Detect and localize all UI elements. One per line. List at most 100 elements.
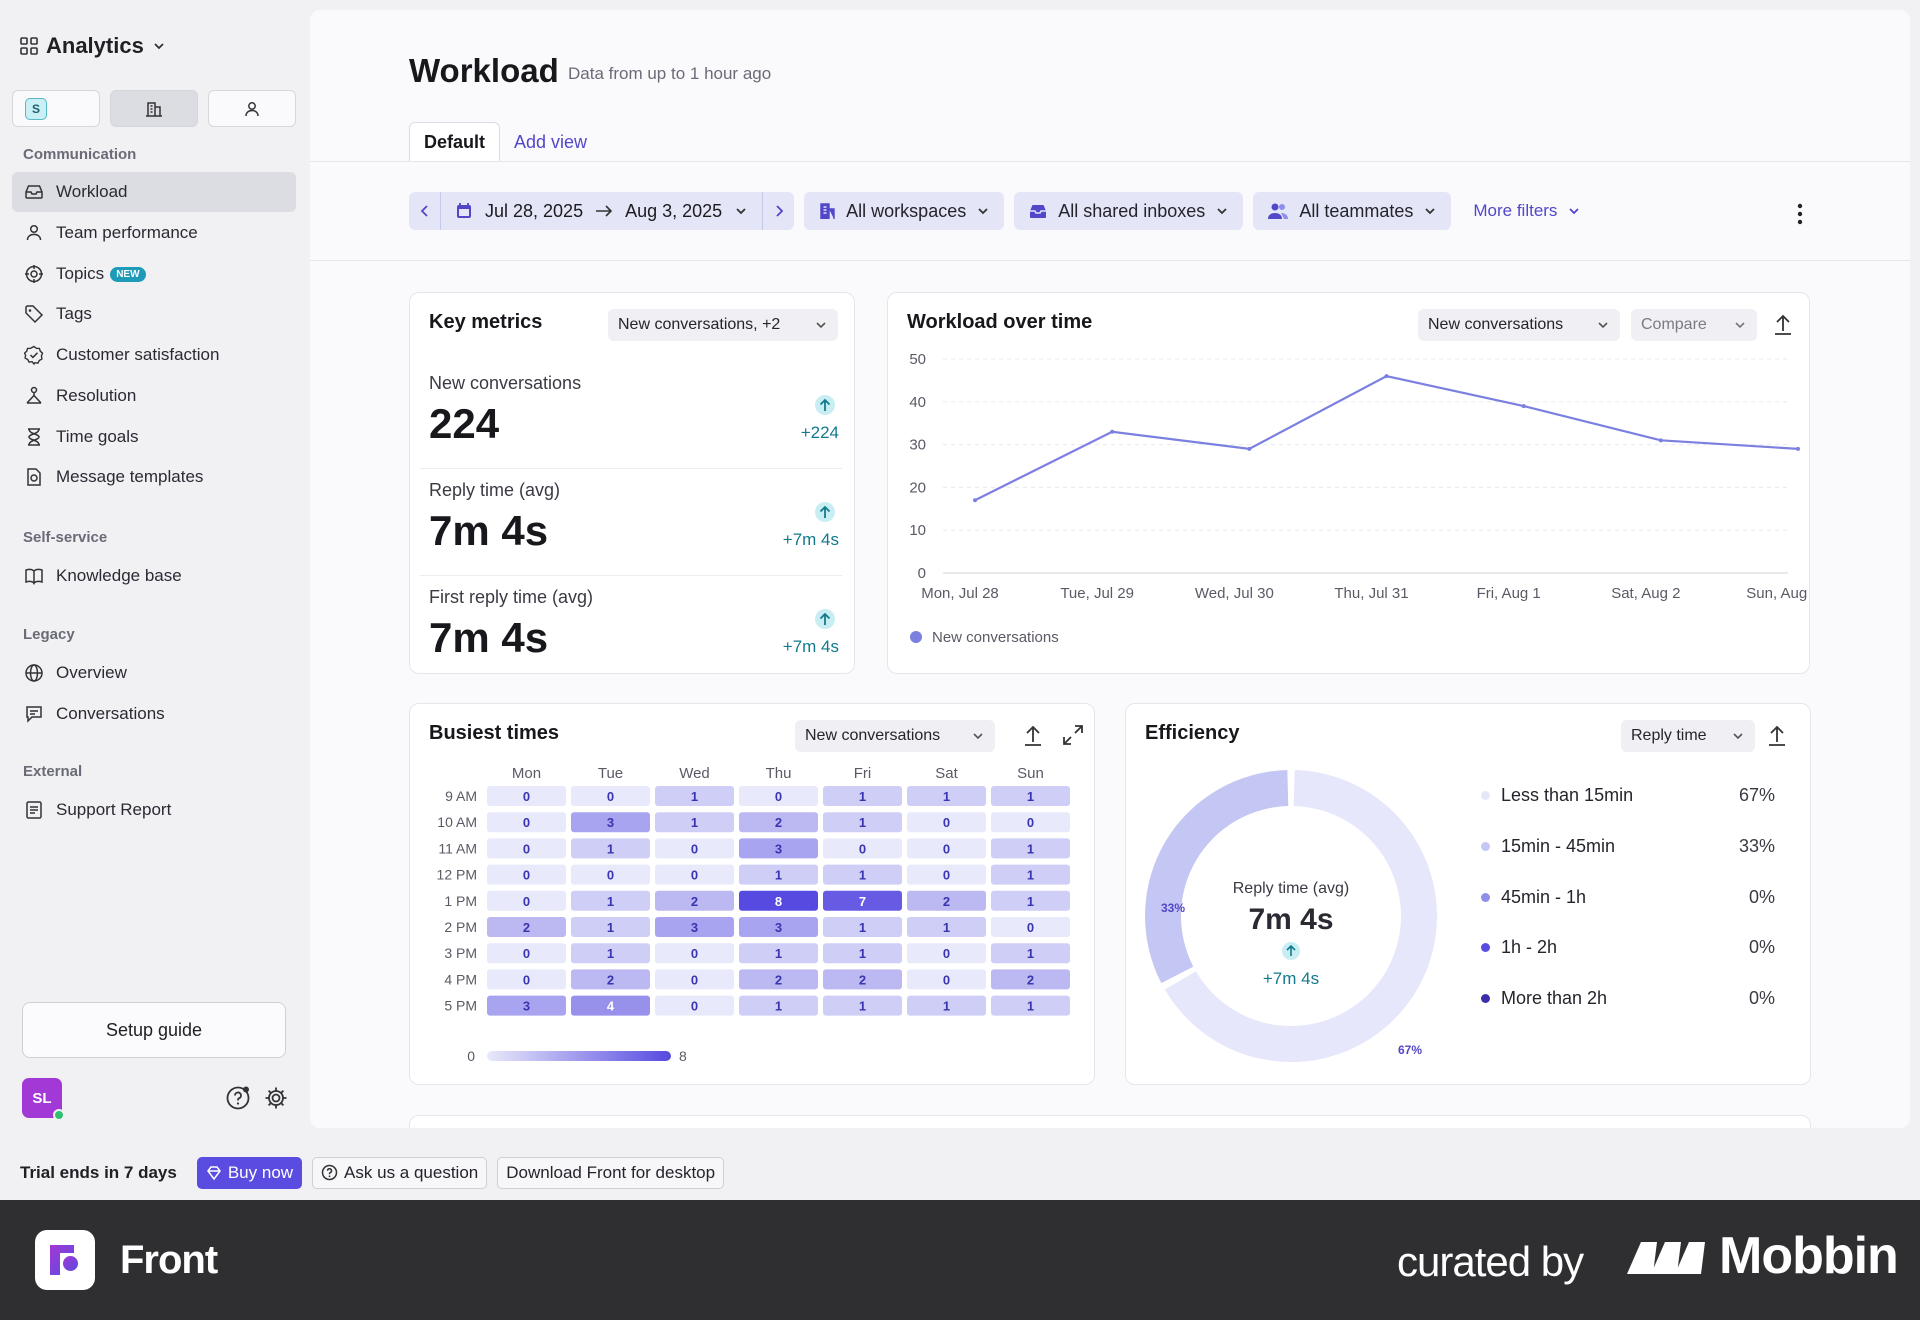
company-scope-button[interactable]: [110, 90, 198, 127]
heatmap-cell[interactable]: [655, 864, 734, 885]
heatmap-cell[interactable]: [655, 917, 734, 937]
tab-default[interactable]: Default: [409, 122, 501, 162]
busiest-metric-selector[interactable]: New conversations: [795, 720, 995, 752]
heatmap-cell[interactable]: [823, 838, 902, 859]
avatar[interactable]: SL: [22, 1078, 65, 1121]
heatmap-cell[interactable]: [907, 890, 986, 911]
heatmap-cell[interactable]: [823, 864, 902, 885]
export-icon[interactable]: [1766, 724, 1788, 748]
heatmap-cell[interactable]: [823, 890, 902, 911]
inboxes-filter[interactable]: All shared inboxes: [1014, 192, 1244, 230]
heatmap-cell[interactable]: [571, 812, 650, 833]
legend-item[interactable]: 1h - 2h 0%: [1481, 937, 1775, 958]
heatmap-cell[interactable]: [571, 995, 650, 1016]
heatmap-cell[interactable]: [991, 864, 1070, 885]
heatmap-cell[interactable]: [823, 943, 902, 964]
heatmap-cell[interactable]: [487, 890, 566, 911]
heatmap-cell[interactable]: [907, 812, 986, 833]
heatmap-cell[interactable]: [571, 917, 650, 937]
download-desktop-button[interactable]: Download Front for desktop: [497, 1156, 725, 1189]
heatmap-cell[interactable]: [823, 812, 902, 833]
heatmap-cell[interactable]: [487, 838, 566, 859]
heatmap-cell[interactable]: [655, 786, 734, 806]
heatmap-cell[interactable]: [907, 917, 986, 937]
sidebar-item-message-templates[interactable]: Message templates: [12, 457, 296, 497]
previous-period-button[interactable]: [409, 192, 440, 230]
heatmap-cell[interactable]: [655, 812, 734, 833]
workload-metric-selector[interactable]: New conversations: [1418, 309, 1620, 341]
heatmap-cell[interactable]: [655, 969, 734, 990]
buy-now-button[interactable]: Buy now: [196, 1156, 303, 1189]
heatmap-cell[interactable]: [991, 917, 1070, 937]
expand-icon[interactable]: [1062, 724, 1084, 746]
heatmap-cell[interactable]: [739, 864, 818, 885]
export-icon[interactable]: [1772, 313, 1794, 337]
heatmap-cell[interactable]: [991, 838, 1070, 859]
heatmap-cell[interactable]: [907, 864, 986, 885]
heatmap-cell[interactable]: [991, 943, 1070, 964]
heatmap-cell[interactable]: [823, 995, 902, 1016]
sidebar-item-topics[interactable]: Topics NEW: [12, 254, 296, 294]
heatmap-cell[interactable]: [487, 943, 566, 964]
sidebar-item-team-performance[interactable]: Team performance: [12, 213, 296, 253]
heatmap-cell[interactable]: [655, 838, 734, 859]
sidebar-item-conversations[interactable]: Conversations: [12, 694, 296, 734]
heatmap-cell[interactable]: [571, 943, 650, 964]
more-filters-button[interactable]: More filters: [1473, 201, 1581, 221]
app-switcher[interactable]: Analytics: [20, 33, 166, 59]
legend-item[interactable]: Less than 15min 67%: [1481, 785, 1775, 806]
compare-selector[interactable]: Compare: [1631, 309, 1757, 341]
heatmap-cell[interactable]: [739, 786, 818, 806]
legend-item[interactable]: 15min - 45min 33%: [1481, 836, 1775, 857]
heatmap-cell[interactable]: [907, 943, 986, 964]
heatmap-cell[interactable]: [823, 786, 902, 806]
heatmap-cell[interactable]: [739, 812, 818, 833]
personal-scope-button[interactable]: [208, 90, 296, 127]
heatmap-cell[interactable]: [739, 838, 818, 859]
heatmap-cell[interactable]: [739, 995, 818, 1016]
heatmap-cell[interactable]: [907, 995, 986, 1016]
heatmap-cell[interactable]: [571, 838, 650, 859]
more-options-icon[interactable]: [1790, 202, 1810, 226]
export-icon[interactable]: [1022, 724, 1044, 748]
heatmap-cell[interactable]: [991, 995, 1070, 1016]
heatmap-cell[interactable]: [823, 969, 902, 990]
heatmap-cell[interactable]: [571, 864, 650, 885]
heatmap-cell[interactable]: [487, 812, 566, 833]
heatmap-cell[interactable]: [571, 969, 650, 990]
heatmap-cell[interactable]: [487, 969, 566, 990]
heatmap-cell[interactable]: [487, 864, 566, 885]
legend-label[interactable]: New conversations: [932, 629, 1059, 643]
heatmap-cell[interactable]: [739, 890, 818, 911]
setup-guide-button[interactable]: Setup guide: [22, 1002, 286, 1058]
heatmap-cell[interactable]: [991, 890, 1070, 911]
teammates-filter[interactable]: All teammates: [1253, 192, 1452, 230]
gear-icon[interactable]: [263, 1085, 289, 1111]
sidebar-item-tags[interactable]: Tags: [12, 294, 296, 334]
heatmap-cell[interactable]: [907, 786, 986, 806]
key-metrics-selector[interactable]: New conversations, +2: [608, 309, 838, 341]
sidebar-item-time-goals[interactable]: Time goals: [12, 417, 296, 457]
sidebar-item-overview[interactable]: Overview: [12, 653, 296, 693]
sidebar-item-resolution[interactable]: Resolution: [12, 376, 296, 416]
heatmap-cell[interactable]: [739, 943, 818, 964]
workspaces-filter[interactable]: All workspaces: [804, 192, 1005, 230]
heatmap-cell[interactable]: [655, 943, 734, 964]
sidebar-item-workload[interactable]: Workload: [12, 172, 296, 212]
donut-slice[interactable]: [1145, 770, 1289, 984]
heatmap-cell[interactable]: [991, 812, 1070, 833]
heatmap-cell[interactable]: [907, 838, 986, 859]
heatmap-cell[interactable]: [991, 969, 1070, 990]
workspace-scope-button[interactable]: S: [12, 90, 100, 127]
legend-item[interactable]: 45min - 1h 0%: [1481, 887, 1775, 908]
sidebar-item-knowledge-base[interactable]: Knowledge base: [12, 556, 296, 596]
heatmap-cell[interactable]: [487, 995, 566, 1016]
heatmap-cell[interactable]: [991, 786, 1070, 806]
heatmap-cell[interactable]: [739, 917, 818, 937]
heatmap-cell[interactable]: [487, 786, 566, 806]
next-period-button[interactable]: [763, 192, 794, 230]
heatmap-cell[interactable]: [571, 890, 650, 911]
heatmap-cell[interactable]: [907, 969, 986, 990]
sidebar-item-customer-satisfaction[interactable]: Customer satisfaction: [12, 335, 296, 375]
heatmap-cell[interactable]: [823, 917, 902, 937]
